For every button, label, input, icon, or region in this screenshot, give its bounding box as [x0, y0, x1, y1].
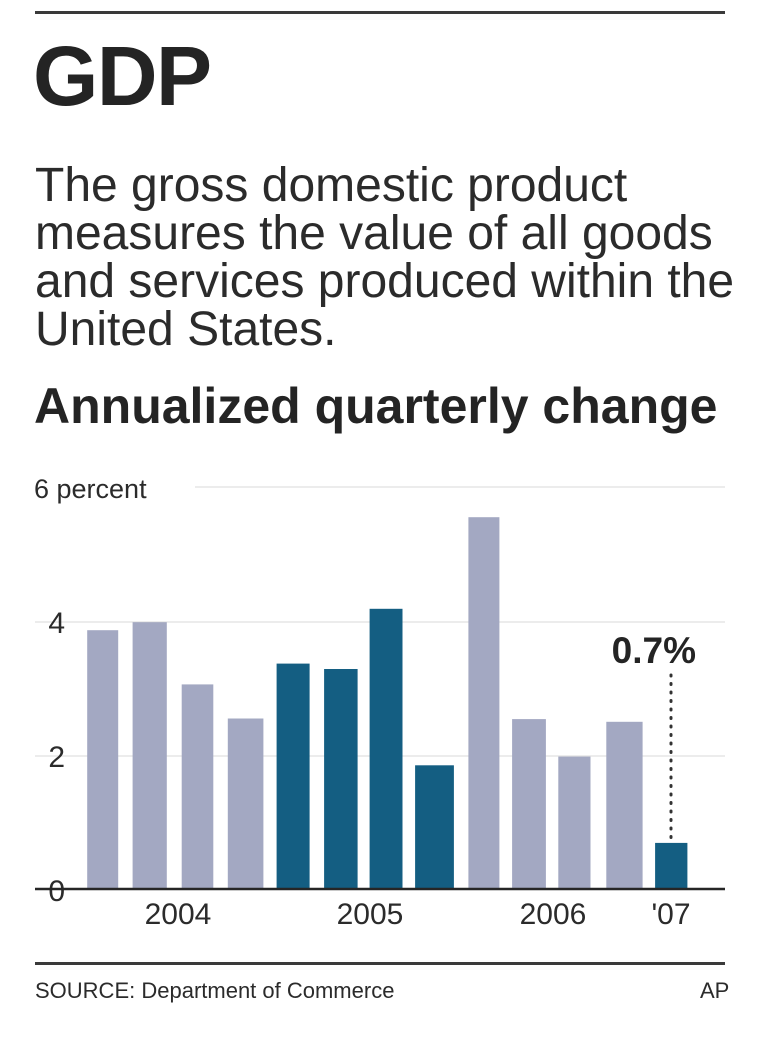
svg-text:2: 2: [48, 741, 65, 774]
svg-text:2004: 2004: [145, 898, 212, 931]
svg-text:4: 4: [48, 607, 65, 640]
svg-text:'07: '07: [651, 898, 690, 931]
svg-text:0.7%: 0.7%: [612, 630, 696, 671]
svg-text:0: 0: [48, 875, 65, 908]
svg-text:2006: 2006: [520, 898, 587, 931]
svg-text:6 percent: 6 percent: [34, 474, 147, 504]
svg-text:2005: 2005: [337, 898, 404, 931]
